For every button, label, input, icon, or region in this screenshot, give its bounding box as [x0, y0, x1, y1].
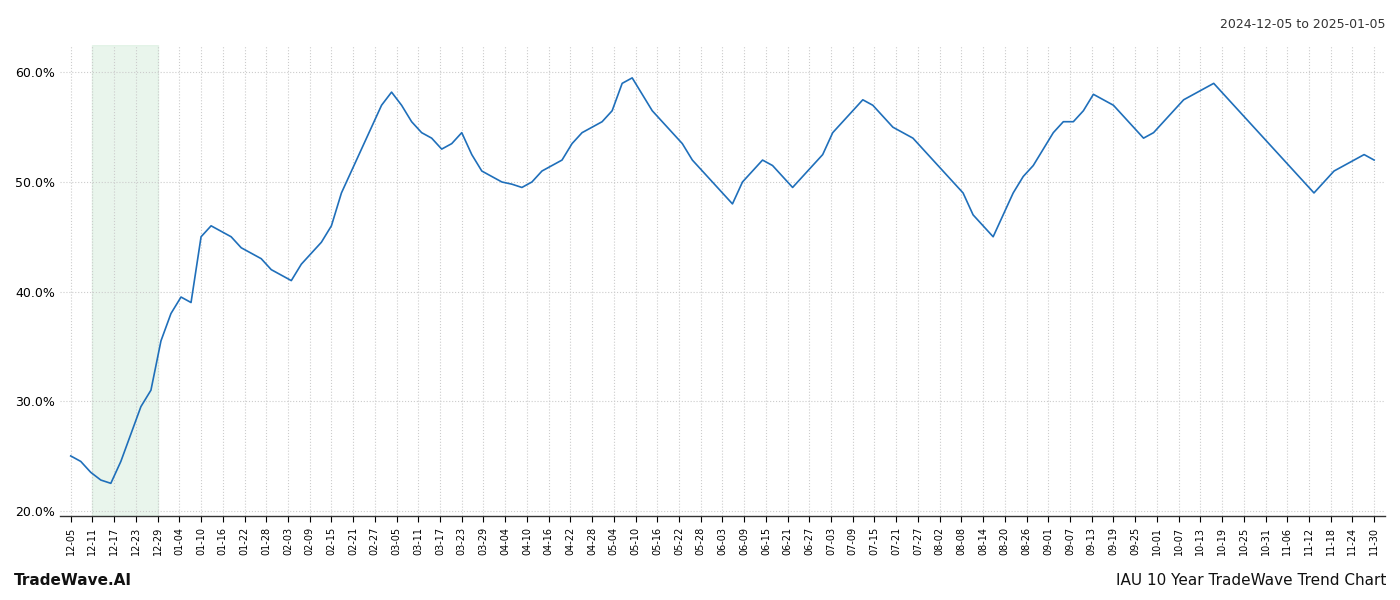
Text: 2024-12-05 to 2025-01-05: 2024-12-05 to 2025-01-05: [1221, 18, 1386, 31]
Bar: [92, 45, 158, 516]
Text: IAU 10 Year TradeWave Trend Chart: IAU 10 Year TradeWave Trend Chart: [1116, 573, 1386, 588]
Text: TradeWave.AI: TradeWave.AI: [14, 573, 132, 588]
